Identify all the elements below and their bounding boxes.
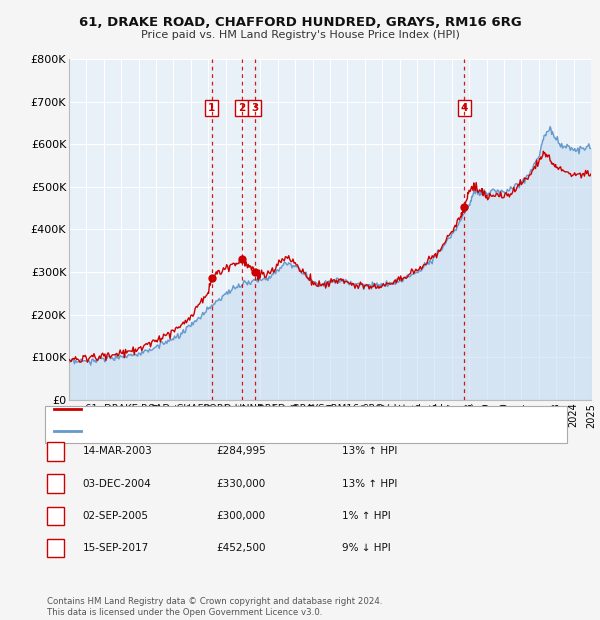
Text: 02-SEP-2005: 02-SEP-2005 bbox=[83, 511, 149, 521]
Text: 2: 2 bbox=[52, 479, 59, 489]
Text: HPI: Average price, detached house, Thurrock: HPI: Average price, detached house, Thur… bbox=[85, 426, 313, 436]
Text: £284,995: £284,995 bbox=[216, 446, 266, 456]
Text: 61, DRAKE ROAD, CHAFFORD HUNDRED, GRAYS, RM16 6RG (detached house): 61, DRAKE ROAD, CHAFFORD HUNDRED, GRAYS,… bbox=[85, 404, 475, 414]
Text: 9% ↓ HPI: 9% ↓ HPI bbox=[342, 543, 391, 553]
Text: £330,000: £330,000 bbox=[216, 479, 265, 489]
Text: 13% ↑ HPI: 13% ↑ HPI bbox=[342, 446, 397, 456]
Text: £300,000: £300,000 bbox=[216, 511, 265, 521]
Text: 1: 1 bbox=[52, 446, 59, 456]
Text: 13% ↑ HPI: 13% ↑ HPI bbox=[342, 479, 397, 489]
Text: 03-DEC-2004: 03-DEC-2004 bbox=[83, 479, 152, 489]
Text: 61, DRAKE ROAD, CHAFFORD HUNDRED, GRAYS, RM16 6RG: 61, DRAKE ROAD, CHAFFORD HUNDRED, GRAYS,… bbox=[79, 16, 521, 29]
Text: 4: 4 bbox=[52, 543, 59, 553]
Text: 4: 4 bbox=[460, 104, 468, 113]
Text: Contains HM Land Registry data © Crown copyright and database right 2024.
This d: Contains HM Land Registry data © Crown c… bbox=[47, 598, 382, 617]
Text: 14-MAR-2003: 14-MAR-2003 bbox=[83, 446, 152, 456]
Text: 15-SEP-2017: 15-SEP-2017 bbox=[83, 543, 149, 553]
Text: 3: 3 bbox=[251, 104, 258, 113]
Text: Price paid vs. HM Land Registry's House Price Index (HPI): Price paid vs. HM Land Registry's House … bbox=[140, 30, 460, 40]
Text: 1% ↑ HPI: 1% ↑ HPI bbox=[342, 511, 391, 521]
Text: £452,500: £452,500 bbox=[216, 543, 265, 553]
Text: 1: 1 bbox=[208, 104, 215, 113]
Text: 2: 2 bbox=[238, 104, 245, 113]
Text: 3: 3 bbox=[52, 511, 59, 521]
